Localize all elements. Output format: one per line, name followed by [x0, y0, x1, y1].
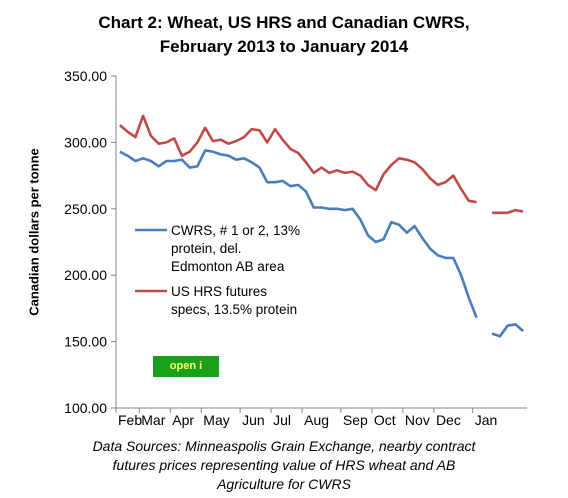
chart-title-line1: Chart 2: Wheat, US HRS and Canadian CWRS… — [98, 13, 470, 32]
x-tick-label: Sep — [343, 412, 368, 428]
y-tick-label: 350.00 — [64, 68, 107, 84]
legend-label: CWRS, # 1 or 2, 13% — [171, 223, 300, 238]
x-tick-label: Aug — [304, 412, 329, 428]
legend-label: US HRS futures — [171, 284, 267, 299]
y-tick-label: 150.00 — [64, 334, 107, 350]
legend-label: specs, 13.5% protein — [171, 302, 297, 317]
x-tick-label: Apr — [172, 412, 194, 428]
x-tick-label: Jan — [475, 412, 498, 428]
source-note-line2: futures prices representing value of HRS… — [112, 457, 456, 473]
x-tick-label: Dec — [436, 412, 461, 428]
x-tick-label: May — [203, 412, 229, 428]
y-tick-label: 200.00 — [64, 267, 107, 283]
legend-label: Edmonton AB area — [171, 259, 285, 274]
source-note-line3: Agriculture for CWRS — [217, 476, 351, 492]
open-i-button[interactable]: open i — [153, 356, 219, 377]
y-tick-label: 250.00 — [64, 201, 107, 217]
x-tick-label: Jun — [242, 412, 265, 428]
y-tick-label: 300.00 — [64, 134, 107, 150]
x-tick-label: Mar — [141, 412, 165, 428]
x-tick-label: Oct — [374, 412, 396, 428]
series-line-us-hrs — [119, 114, 524, 215]
x-tick-label: Jul — [273, 412, 291, 428]
x-tick-label: Feb — [118, 412, 142, 428]
legend-label: protein, del. — [171, 241, 242, 256]
series-line-cwrs — [119, 149, 524, 338]
chart-title-line2: February 2013 to January 2014 — [159, 37, 409, 56]
x-tick-label: Nov — [405, 412, 430, 428]
y-tick-label: 100.00 — [64, 400, 107, 416]
source-note-line1: Data Sources: Minneaspolis Grain Exchang… — [92, 438, 476, 454]
